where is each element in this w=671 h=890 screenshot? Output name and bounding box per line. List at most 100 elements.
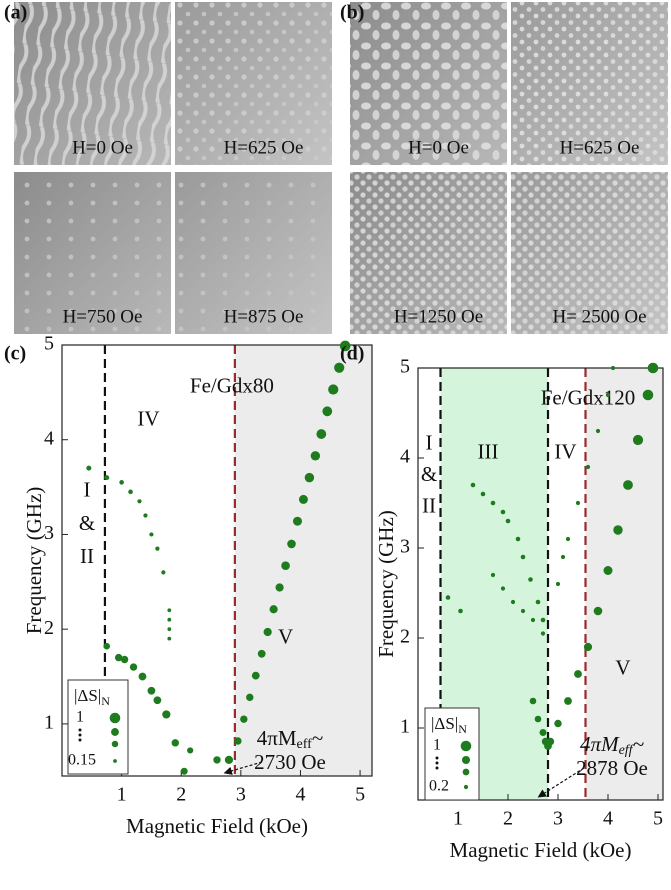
y-tick-label: 5 <box>400 356 410 378</box>
data-point <box>240 715 248 723</box>
data-point <box>595 428 601 434</box>
data-point <box>328 384 339 395</box>
data-point <box>162 710 171 719</box>
data-point <box>574 670 582 678</box>
data-point <box>298 494 308 504</box>
meff-suffix: ~ <box>312 726 323 750</box>
image-label: H=750 Oe <box>63 306 143 327</box>
data-point <box>153 696 162 705</box>
data-point <box>605 392 611 398</box>
legend-marker <box>460 740 472 752</box>
data-point <box>490 572 496 578</box>
chart: 1 2 3 4 5 1 2 3 4 5 Magnetic Field (kOe) Frequency … <box>340 343 664 862</box>
x-tick-label: 1 <box>453 808 463 830</box>
data-point <box>642 389 654 401</box>
sample-label: Fe/Gdx80 <box>190 373 274 397</box>
data-point <box>623 480 633 490</box>
data-point <box>187 747 194 754</box>
data-point <box>505 518 511 524</box>
data-point <box>515 536 521 542</box>
chart: 1 2 3 4 5 1 2 3 4 5 Magnetic Field (kOe) Frequency … <box>4 333 373 838</box>
data-point <box>138 672 147 681</box>
meff-value: 2878 Oe <box>576 756 648 780</box>
legend-value: 0.15 <box>68 752 96 769</box>
data-point <box>292 516 302 526</box>
data-point <box>593 606 603 616</box>
plot-frame <box>417 367 664 801</box>
data-point <box>583 642 593 652</box>
y-tick-label: 4 <box>400 446 410 468</box>
legend-title-sub: N <box>101 694 110 708</box>
region-label: V <box>278 624 293 648</box>
region-label: IV <box>137 407 159 431</box>
micrograph-texture <box>350 172 507 334</box>
data-point <box>155 546 160 551</box>
data-point <box>234 737 242 745</box>
legend-title: |ΔS|N <box>431 714 467 736</box>
x-axis-label: Magnetic Field (kOe) <box>126 814 308 838</box>
y-axis-label: Frequency (GHz) <box>22 487 46 635</box>
micrograph-texture <box>14 172 171 334</box>
data-point <box>129 663 138 671</box>
data-point <box>555 581 561 587</box>
data-point <box>458 608 463 614</box>
image-label: H= 2500 Oe <box>552 306 646 327</box>
legend-step <box>462 768 470 776</box>
data-point <box>647 362 659 374</box>
legend-ellipsis <box>78 738 82 742</box>
data-point <box>470 482 476 488</box>
region-label: & <box>421 462 437 486</box>
micrograph-texture <box>175 172 332 334</box>
data-point <box>246 693 254 702</box>
region-label: III <box>478 439 499 463</box>
y-tick-label: 3 <box>400 536 410 558</box>
data-point <box>565 536 571 542</box>
data-point <box>322 406 333 417</box>
meff-label: 4πMeff~ <box>257 726 323 752</box>
plot-frame <box>61 344 373 777</box>
meff-arrow <box>537 767 585 798</box>
data-point <box>161 570 166 575</box>
sample-label: Fe/Gdx120 <box>541 385 636 409</box>
data-point <box>540 617 546 623</box>
y-tick-label: 2 <box>44 617 54 639</box>
data-point <box>167 617 172 622</box>
data-point <box>263 627 272 637</box>
data-point <box>564 697 572 705</box>
data-point <box>310 451 321 461</box>
shaded-region <box>585 368 663 800</box>
legend-ellipsis <box>435 756 439 760</box>
data-point <box>147 686 156 695</box>
legend-ellipsis <box>78 733 82 737</box>
panel-label: (d) <box>340 343 364 365</box>
meff-arrow <box>223 761 263 775</box>
data-point <box>316 429 327 439</box>
region-label: & <box>79 511 95 535</box>
x-tick-label: 3 <box>553 808 563 830</box>
shaded-region <box>234 345 372 776</box>
legend-marker <box>113 759 117 763</box>
x-tick-label: 4 <box>603 808 613 830</box>
x-tick-label: 1 <box>117 784 127 806</box>
y-tick-label: 1 <box>400 716 410 738</box>
data-point <box>275 583 284 592</box>
data-point <box>632 434 644 446</box>
y-tick-label: 4 <box>44 427 54 449</box>
data-point <box>613 525 623 535</box>
image-label: H=625 Oe <box>224 137 304 158</box>
region-label: I <box>84 478 91 502</box>
data-point <box>490 500 496 506</box>
data-point <box>114 653 123 662</box>
micrograph-texture <box>350 2 507 165</box>
legend-marker <box>109 712 121 724</box>
region-label: II <box>422 493 436 517</box>
region-label: V <box>615 655 630 679</box>
y-axis-label: Frequency (GHz) <box>374 510 398 658</box>
data-point <box>103 642 111 650</box>
legend-title: |ΔS|N <box>74 686 110 708</box>
micrograph-texture <box>175 2 332 165</box>
data-point <box>149 532 154 537</box>
meff-suffix: ~ <box>633 732 645 756</box>
data-point <box>213 756 221 764</box>
